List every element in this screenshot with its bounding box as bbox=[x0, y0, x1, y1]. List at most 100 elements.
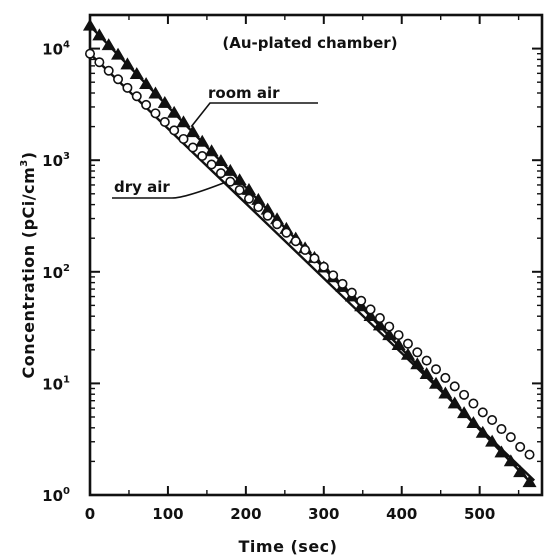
x-tick-label: 200 bbox=[230, 505, 261, 523]
point-dry-air bbox=[272, 219, 283, 230]
point-dry-air bbox=[131, 91, 142, 102]
point-room-air bbox=[457, 406, 472, 419]
point-dry-air bbox=[159, 116, 170, 127]
point-dry-air bbox=[243, 193, 254, 204]
point-dry-air bbox=[477, 407, 488, 418]
point-room-air bbox=[494, 445, 509, 458]
data-markers bbox=[82, 18, 537, 488]
point-dry-air bbox=[393, 330, 404, 341]
point-room-air bbox=[223, 163, 238, 176]
point-dry-air bbox=[346, 287, 357, 298]
point-room-air bbox=[372, 318, 387, 331]
point-room-air bbox=[428, 376, 444, 389]
minor-ticks bbox=[90, 14, 542, 495]
point-dry-air bbox=[487, 414, 498, 425]
plot-frame bbox=[88, 13, 544, 497]
point-room-air bbox=[466, 416, 481, 429]
point-dry-air bbox=[94, 57, 105, 68]
annotation-dry-air: dry air bbox=[114, 178, 170, 196]
point-dry-air bbox=[215, 168, 226, 179]
point-room-air bbox=[232, 173, 247, 186]
point-room-air bbox=[204, 144, 219, 157]
point-dry-air bbox=[262, 210, 273, 221]
point-dry-air bbox=[337, 278, 348, 289]
point-room-air bbox=[513, 465, 528, 478]
y-axis-label-base: Concentration (pCi/cm bbox=[19, 167, 38, 379]
point-dry-air bbox=[234, 185, 245, 196]
point-room-air bbox=[129, 67, 144, 80]
point-dry-air bbox=[85, 48, 96, 59]
annotation-room-air: room air bbox=[208, 84, 280, 102]
y-tick-label: 100 bbox=[42, 486, 70, 505]
point-dry-air bbox=[459, 389, 470, 400]
y-tick-label: 104 bbox=[42, 40, 70, 59]
point-room-air bbox=[485, 434, 500, 447]
point-room-air bbox=[363, 309, 378, 322]
point-room-air bbox=[419, 367, 434, 380]
x-tick-labels: 0 100 200 300 400 500 bbox=[85, 505, 496, 523]
point-room-air bbox=[176, 115, 191, 128]
point-dry-air bbox=[431, 364, 442, 375]
point-dry-air bbox=[515, 441, 526, 452]
x-tick-label: 0 bbox=[85, 505, 95, 523]
point-dry-air bbox=[113, 74, 124, 85]
point-room-air bbox=[522, 475, 537, 488]
point-room-air bbox=[438, 386, 453, 399]
point-room-air bbox=[447, 396, 462, 409]
point-dry-air bbox=[318, 261, 329, 272]
chart-title: (Au-plated chamber) bbox=[222, 34, 397, 52]
point-dry-air bbox=[505, 432, 516, 443]
point-dry-air bbox=[468, 398, 479, 409]
point-room-air bbox=[195, 134, 210, 147]
point-room-air bbox=[120, 57, 135, 70]
point-room-air bbox=[391, 338, 406, 351]
point-dry-air bbox=[141, 99, 152, 110]
point-dry-air bbox=[150, 108, 161, 119]
x-axis-label: Time (sec) bbox=[239, 537, 338, 556]
point-dry-air bbox=[281, 227, 292, 238]
point-dry-air bbox=[449, 381, 460, 392]
point-dry-air bbox=[328, 270, 339, 281]
point-dry-air bbox=[524, 449, 535, 460]
point-dry-air bbox=[187, 142, 198, 153]
point-room-air bbox=[92, 28, 107, 41]
point-dry-air bbox=[496, 424, 507, 435]
point-room-air bbox=[213, 154, 228, 167]
major-ticks bbox=[89, 15, 542, 496]
x-tick-label: 300 bbox=[308, 505, 339, 523]
point-room-air bbox=[111, 47, 126, 60]
x-tick-label: 400 bbox=[386, 505, 417, 523]
point-room-air bbox=[503, 454, 518, 467]
y-tick-label: 101 bbox=[42, 374, 70, 393]
point-dry-air bbox=[421, 355, 432, 366]
point-dry-air bbox=[300, 244, 311, 255]
point-room-air bbox=[101, 38, 116, 51]
annotation-leaders bbox=[112, 102, 318, 199]
point-room-air bbox=[185, 125, 200, 138]
x-tick-label: 100 bbox=[152, 505, 183, 523]
leader-dry-air bbox=[112, 181, 227, 199]
point-room-air bbox=[157, 95, 172, 108]
point-room-air bbox=[382, 328, 397, 341]
point-dry-air bbox=[440, 372, 451, 383]
point-room-air bbox=[167, 105, 182, 118]
point-dry-air bbox=[103, 65, 114, 76]
point-dry-air bbox=[384, 321, 395, 332]
point-dry-air bbox=[253, 202, 264, 213]
point-room-air bbox=[82, 18, 98, 31]
point-dry-air bbox=[402, 338, 413, 349]
point-dry-air bbox=[169, 125, 180, 136]
point-room-air bbox=[475, 425, 490, 438]
y-axis-label-exponent: 3 bbox=[19, 159, 30, 166]
x-tick-label: 500 bbox=[464, 505, 495, 523]
y-tick-labels: 100 101 102 103 104 bbox=[42, 40, 70, 505]
point-room-air bbox=[139, 77, 154, 90]
point-dry-air bbox=[356, 295, 367, 306]
point-room-air bbox=[410, 357, 425, 370]
point-room-air bbox=[148, 86, 163, 99]
point-dry-air bbox=[197, 151, 208, 162]
point-dry-air bbox=[178, 133, 189, 144]
point-dry-air bbox=[225, 176, 236, 187]
y-axis-label-close: ) bbox=[19, 151, 38, 159]
